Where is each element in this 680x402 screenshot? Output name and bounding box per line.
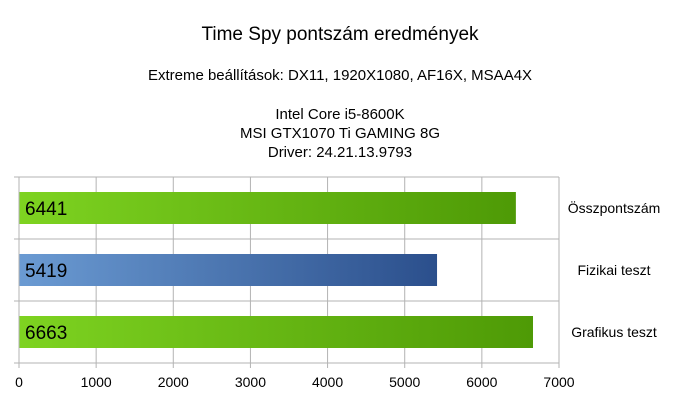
cpu-info: Intel Core i5-8600K [275, 106, 405, 123]
x-tick-label: 3000 [235, 374, 266, 390]
category-label: Összpontszám [568, 199, 661, 216]
x-tick-label: 6000 [466, 374, 497, 390]
bars [19, 192, 534, 348]
bar-value-label: 5419 [25, 261, 67, 282]
x-tick-label: 5000 [389, 374, 420, 390]
x-tick-label: 1000 [81, 374, 112, 390]
bar-1 [19, 192, 516, 224]
chart-title: Time Spy pontszám eredmények [201, 24, 479, 45]
axes [14, 176, 560, 368]
category-label: Fizikai teszt [577, 262, 650, 278]
category-label: Grafikus teszt [571, 324, 657, 340]
driver-info: Driver: 24.21.13.9793 [267, 144, 413, 161]
bar-value-label: 6663 [25, 323, 67, 344]
gpu-info: MSI GTX1070 Ti GAMING 8G [239, 125, 441, 142]
x-tick-label: 7000 [543, 374, 574, 390]
bar-3 [19, 316, 534, 348]
bar-2 [19, 254, 438, 286]
x-tick-label: 2000 [158, 374, 189, 390]
chart-subtitle: Extreme beállítások: DX11, 1920X1080, AF… [147, 67, 533, 84]
bar-value-label: 6441 [25, 199, 67, 220]
x-tick-label: 4000 [312, 374, 343, 390]
x-tick-label: 0 [15, 374, 23, 390]
labels: 0 1000 2000 3000 4000 5000 6000 7000 6441 Összpon… [15, 199, 660, 390]
